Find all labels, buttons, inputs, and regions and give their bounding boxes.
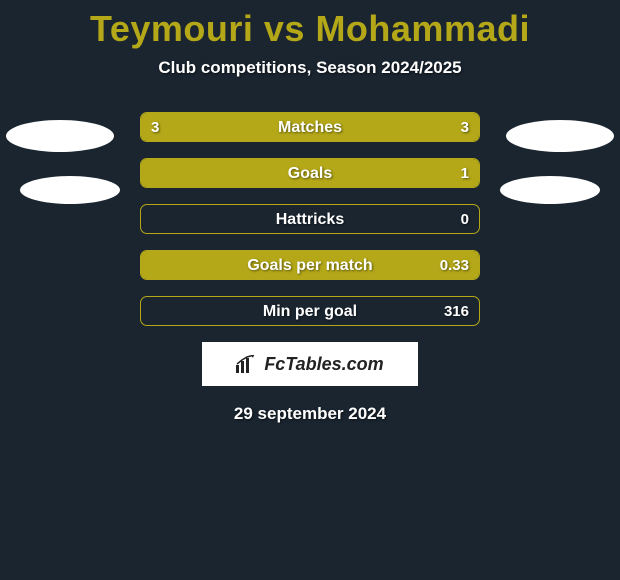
player-left-badge-placeholder [6,120,114,152]
stats-container: 3Matches3 Goals1 Hattricks0 Goals per match… [140,112,480,326]
stat-row: Goals1 [140,158,480,188]
subtitle: Club competitions, Season 2024/2025 [0,58,620,78]
stat-right-value: 0 [461,205,469,234]
stat-label: Goals [141,159,479,188]
stat-row: 3Matches3 [140,112,480,142]
player-right-flag-placeholder [500,176,600,204]
chart-icon [236,355,258,373]
player-right-badge-placeholder [506,120,614,152]
stat-right-value: 0.33 [440,251,469,280]
date-text: 29 september 2024 [0,404,620,424]
stat-label: Hattricks [141,205,479,234]
logo-text: FcTables.com [264,354,383,375]
stat-right-value: 316 [444,297,469,326]
stat-right-value: 1 [461,159,469,188]
stat-label: Matches [141,113,479,142]
logo-box[interactable]: FcTables.com [202,342,418,386]
page-title: Teymouri vs Mohammadi [0,0,620,50]
stat-right-value: 3 [461,113,469,142]
stat-label: Min per goal [141,297,479,326]
player-left-flag-placeholder [20,176,120,204]
stat-row: Min per goal316 [140,296,480,326]
stat-label: Goals per match [141,251,479,280]
stat-row: Goals per match0.33 [140,250,480,280]
stat-row: Hattricks0 [140,204,480,234]
